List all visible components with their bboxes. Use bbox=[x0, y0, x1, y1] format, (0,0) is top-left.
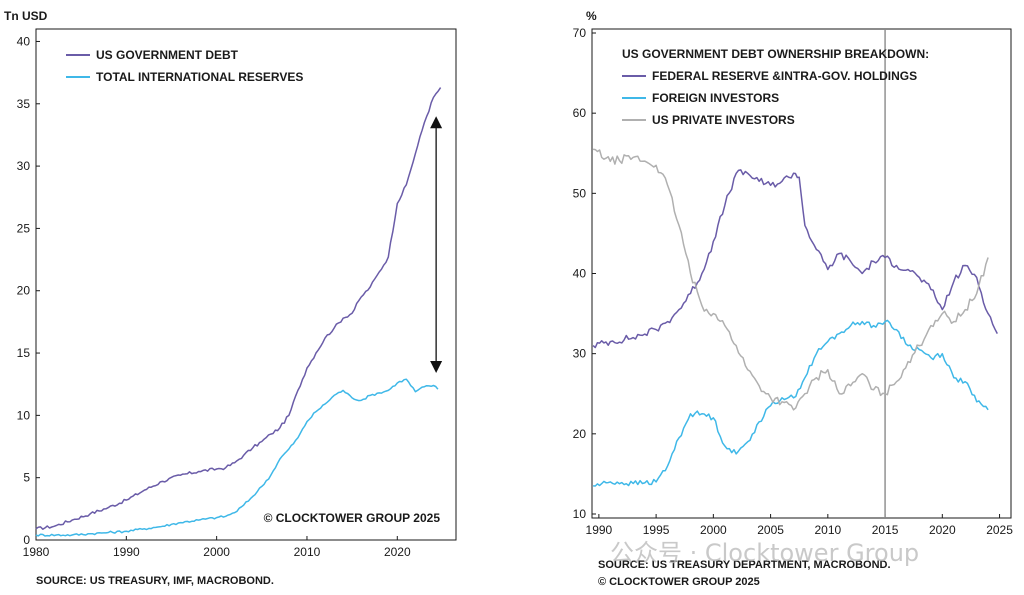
y-axis-label: % bbox=[586, 9, 597, 23]
source-note: SOURCE: US TREASURY DEPARTMENT, MACROBON… bbox=[598, 559, 891, 571]
y-tick-label: 20 bbox=[17, 284, 31, 298]
x-tick-label: 2010 bbox=[814, 523, 841, 537]
series-line-1 bbox=[592, 169, 998, 349]
x-tick-label: 2020 bbox=[929, 523, 956, 537]
y-tick-label: 50 bbox=[573, 186, 587, 200]
x-tick-label: 2010 bbox=[294, 545, 321, 559]
right-chart: % 10 20 30 40 50 60 70 1990 1995 2000 2005 2010 2015 2… bbox=[573, 9, 1014, 588]
x-tick-label: 1980 bbox=[23, 545, 50, 559]
left-chart: Tn USD 0 5 10 15 20 25 30 35 40 1980 1990 2000 2010 20… bbox=[4, 9, 457, 587]
y-tick-label: 35 bbox=[17, 97, 31, 111]
legend-label: US GOVERNMENT DEBT bbox=[96, 48, 239, 62]
legend-label: FOREIGN INVESTORS bbox=[652, 91, 779, 105]
x-tick-label: 2005 bbox=[757, 523, 784, 537]
legend-label: TOTAL INTERNATIONAL RESERVES bbox=[96, 70, 303, 84]
y-tick-label: 30 bbox=[573, 347, 587, 361]
y-tick-label: 30 bbox=[17, 159, 31, 173]
series-line-3 bbox=[592, 148, 989, 411]
y-tick-label: 40 bbox=[573, 267, 587, 281]
x-tick-label: 1990 bbox=[113, 545, 140, 559]
series-line-2 bbox=[593, 319, 989, 487]
source-note: SOURCE: US TREASURY, IMF, MACROBOND. bbox=[36, 575, 274, 587]
annotation-arrow-head-down bbox=[430, 360, 443, 373]
y-tick-label: 5 bbox=[23, 471, 30, 485]
y-tick-label: 40 bbox=[17, 34, 31, 48]
x-tick-label: 2000 bbox=[203, 545, 230, 559]
chart-title: US GOVERNMENT DEBT OWNERSHIP BREAKDOWN: bbox=[622, 47, 929, 61]
y-tick-label: 20 bbox=[573, 427, 587, 441]
y-tick-label: 10 bbox=[573, 507, 587, 521]
legend-label: US PRIVATE INVESTORS bbox=[652, 113, 795, 127]
y-axis-label: Tn USD bbox=[4, 9, 48, 23]
x-tick-label: 1990 bbox=[586, 523, 613, 537]
y-tick-label: 10 bbox=[17, 408, 31, 422]
x-tick-label: 2015 bbox=[872, 523, 899, 537]
x-tick-label: 2000 bbox=[700, 523, 727, 537]
y-tick-label: 25 bbox=[17, 221, 31, 235]
series-line-2 bbox=[35, 378, 439, 537]
y-tick-label: 15 bbox=[17, 346, 31, 360]
y-tick-label: 60 bbox=[573, 106, 587, 120]
copyright-text: © CLOCKTOWER GROUP 2025 bbox=[264, 511, 441, 525]
x-tick-label: 2020 bbox=[384, 545, 411, 559]
y-tick-label: 70 bbox=[573, 26, 587, 40]
annotation-arrow-head-up bbox=[430, 116, 443, 129]
legend-label: FEDERAL RESERVE &INTRA-GOV. HOLDINGS bbox=[652, 69, 917, 83]
plot-frame bbox=[35, 28, 457, 541]
series-line-1 bbox=[35, 87, 442, 530]
watermark-text: 公众号 · Clocktower Group bbox=[610, 539, 919, 567]
y-tick-label: 0 bbox=[23, 533, 30, 547]
x-tick-label: 2025 bbox=[986, 523, 1013, 537]
x-tick-label: 1995 bbox=[643, 523, 670, 537]
copyright-text: © CLOCKTOWER GROUP 2025 bbox=[598, 576, 760, 588]
